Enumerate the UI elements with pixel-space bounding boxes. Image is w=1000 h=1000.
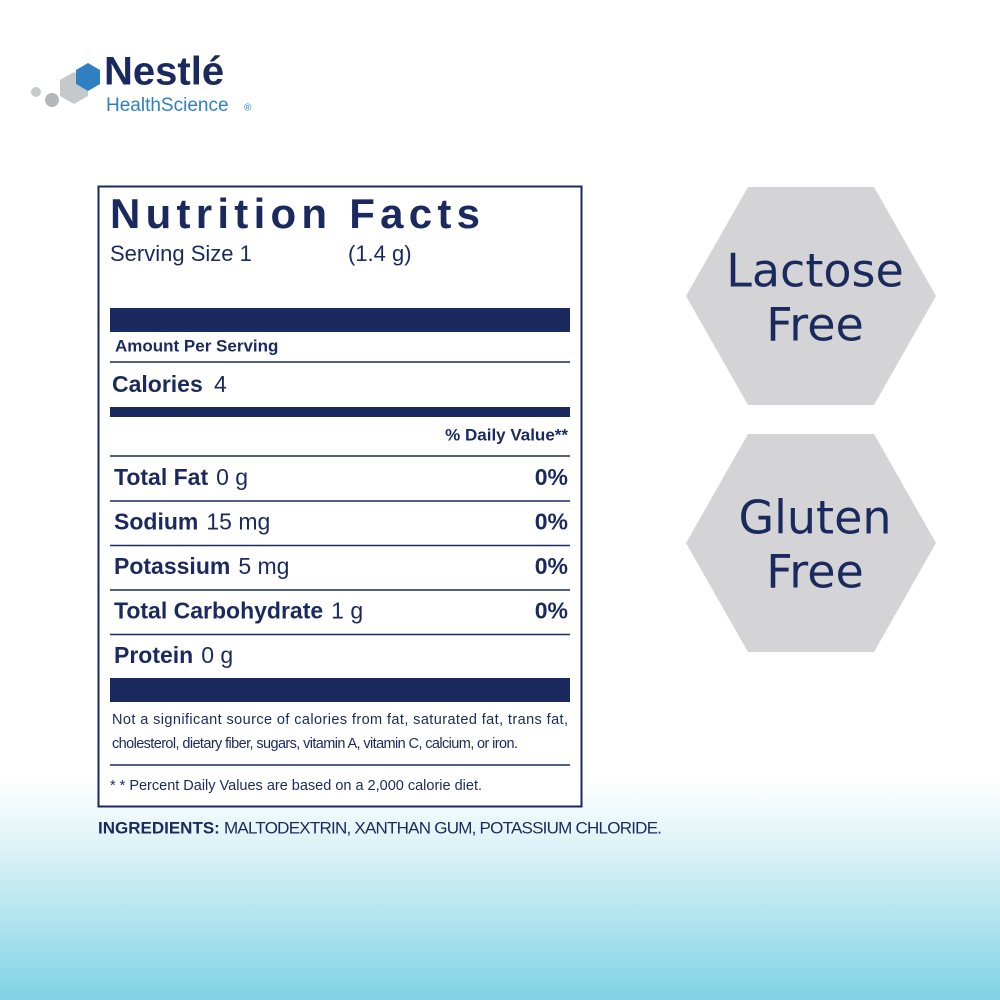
nutrient-name: Sodium [114, 509, 198, 535]
dv-note: * * Percent Daily Values are based on a … [110, 778, 482, 794]
daily-value-header: % Daily Value** [445, 425, 568, 444]
nutrient-dv: 0% [535, 598, 568, 624]
nutrient-name: Potassium [114, 553, 230, 579]
nutrient-amount: 5 mg [238, 553, 289, 579]
nutrient-amount: 1 g [331, 598, 363, 624]
nutrient-dv: 0% [535, 464, 568, 490]
badge-text: Lactose [726, 244, 904, 298]
footnote-line: Not a significant source of calories fro… [112, 712, 568, 728]
footnote-line: cholesterol, dietary fiber, sugars, vita… [112, 736, 518, 752]
nutrient-name: Total Carbohydrate [114, 598, 323, 624]
logo-mark: ® [244, 103, 252, 114]
badge-text: Free [766, 298, 864, 352]
badge-text: Gluten [738, 491, 891, 545]
badge-hexagon [686, 434, 936, 652]
amount-per-serving: Amount Per Serving [115, 336, 278, 355]
thick-bar [110, 308, 570, 332]
serving-weight: (1.4 g) [348, 241, 412, 266]
serving-size: Serving Size 1 [110, 241, 252, 266]
label-box [97, 185, 583, 808]
nutrient-amount: 0 g [201, 642, 233, 668]
nutrient-name: Protein [114, 642, 193, 668]
logo: Nestlé HealthScience ® [31, 50, 252, 116]
badge-text: Free [766, 545, 864, 599]
ingredients-text: MALTODEXTRIN, XANTHAN GUM, POTASSIUM CHL… [224, 818, 662, 837]
nutrient-name: Total Fat [114, 464, 208, 490]
badge-hexagon [686, 187, 936, 405]
label-title: Nutrition Facts [110, 190, 480, 237]
ingredients-label: INGREDIENTS: [98, 818, 220, 837]
logo-division: HealthScience [106, 95, 229, 116]
calories-value: 4 [214, 371, 227, 397]
nutrient-amount: 15 mg [206, 509, 270, 535]
logo-brand: Nestlé [104, 50, 224, 94]
nutrient-amount: 0 g [216, 464, 248, 490]
nutrient-dv: 0% [535, 509, 568, 535]
calories-label: Calories [112, 371, 203, 397]
nutrient-rows: Total Fat 0 g 0% Sodium 15 mg 0% Potassium 5 mg… [110, 464, 570, 668]
nutrient-dv: 0% [535, 553, 568, 579]
thick-bar [110, 678, 570, 702]
medium-bar [110, 407, 570, 417]
